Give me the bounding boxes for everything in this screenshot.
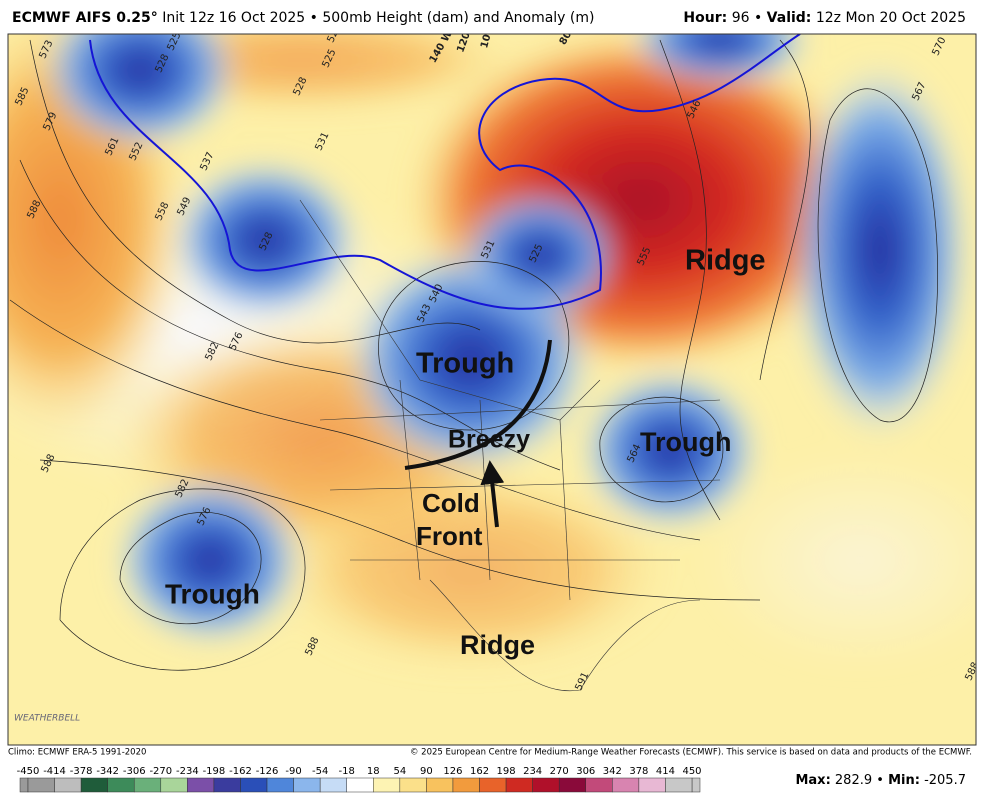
max: 282.9	[835, 773, 872, 788]
colorbar-tick-label: -378	[70, 766, 93, 777]
colorbar-tick-label: 378	[629, 766, 648, 777]
colorbar-box	[532, 777, 560, 793]
colorbar-tick-label: 270	[550, 766, 569, 777]
colorbar-box	[346, 777, 374, 793]
annotation: Ridge	[460, 630, 535, 660]
blue-contour	[89, 34, 801, 310]
colorbar-box	[585, 777, 613, 793]
anomaly-field	[8, 34, 976, 670]
colorbar-tick-label: -414	[43, 766, 66, 777]
climo: Climo: ECMWF ERA-5 1991-2020	[8, 748, 146, 758]
colorbar-tick-label: -450	[17, 766, 40, 777]
contours	[9, 39, 938, 671]
annotation: Cold	[422, 488, 480, 518]
colorbar-box	[319, 777, 347, 793]
annotation: Breezy	[448, 426, 530, 454]
logo: WEATHERBELL	[14, 714, 80, 724]
separator: •	[876, 773, 884, 788]
colorbar-tick-label: -342	[96, 766, 119, 777]
colorbar-tick-label: 126	[443, 766, 462, 777]
annotation: Trough	[416, 348, 514, 380]
title: Init 12z 16 Oct 2025 • 500mb Height (dam…	[162, 10, 594, 26]
colorbar-tick-label: 342	[603, 766, 622, 777]
colorbar-tick-label: 54	[393, 766, 406, 777]
colorbar-end	[19, 777, 29, 793]
max-min: Max: 282.9 • Min: -205.7	[795, 773, 966, 788]
colorbar-box	[107, 777, 135, 793]
colorbar-tick-label: 18	[367, 766, 380, 777]
colorbar-box	[213, 777, 241, 793]
colorbar-tick-label: 234	[523, 766, 542, 777]
colorbar-tick-label: 450	[682, 766, 701, 777]
colorbar-box	[266, 777, 294, 793]
annotation: Trough	[165, 578, 260, 609]
min-label: Min:	[888, 773, 920, 788]
annotation: Front	[416, 521, 483, 551]
borders	[299, 199, 721, 692]
annotation: Trough	[640, 427, 731, 457]
header-right: Hour: 96 • Valid: 12z Mon 20 Oct 2025	[683, 10, 966, 26]
colorbar-tick-label: -54	[312, 766, 328, 777]
colorbar-tick-label: 198	[497, 766, 516, 777]
colorbar-end	[691, 777, 701, 793]
map: Trough Ridge Trough Breezy Cold Front Tr…	[8, 23, 976, 745]
colorbar-box	[665, 777, 693, 793]
model: ECMWF AIFS 0.25°	[12, 10, 158, 26]
valid: 12z Mon 20 Oct 2025	[816, 10, 966, 26]
colorbar-box	[505, 777, 533, 793]
valid-label: Valid:	[767, 10, 812, 26]
colorbar-tick-label: 162	[470, 766, 489, 777]
colorbar-tick-label: 414	[656, 766, 675, 777]
colorbar-tick-label: -198	[203, 766, 226, 777]
map-frame	[7, 33, 977, 746]
annotation: Ridge	[685, 245, 766, 277]
copyright: © 2025 European Centre for Medium-Range …	[410, 748, 972, 758]
colorbar-tick-label: -18	[339, 766, 355, 777]
colorbar-box	[240, 777, 268, 793]
colorbar-box	[373, 777, 401, 793]
colorbar-box	[558, 777, 587, 793]
colorbar-box	[80, 777, 108, 793]
min: -205.7	[924, 773, 966, 788]
colorbar-tick-label: -306	[123, 766, 146, 777]
colorbar-box	[27, 777, 55, 793]
colorbar-box	[187, 777, 215, 793]
colorbar-box	[638, 777, 666, 793]
cold-front	[404, 339, 552, 470]
colorbar: -450 -414 -378 -342 -306 -270 -234 -198 -162 -126…	[17, 766, 702, 793]
colorbar-tick-label: -270	[149, 766, 172, 777]
colorbar-box	[399, 777, 427, 793]
colorbar-tick-label: -234	[176, 766, 199, 777]
colorbar-tick-label: 90	[420, 766, 433, 777]
hour: 96 •	[732, 10, 763, 26]
arrow	[480, 460, 505, 528]
contour-label: 522	[325, 23, 343, 45]
colorbar-box	[452, 777, 480, 793]
colorbar-box	[160, 777, 188, 793]
colorbar-box	[426, 777, 454, 793]
colorbar-tick-label: -162	[229, 766, 252, 777]
hour-label: Hour:	[683, 10, 727, 26]
colorbar-box	[479, 777, 507, 793]
colorbar-box	[133, 777, 162, 793]
colorbar-box	[54, 777, 82, 793]
max-label: Max:	[795, 773, 830, 788]
colorbar-tick-label: -126	[256, 766, 279, 777]
colorbar-box	[293, 777, 321, 793]
colorbar-tick-label: 306	[576, 766, 595, 777]
header-left: ECMWF AIFS 0.25° Init 12z 16 Oct 2025 • …	[12, 10, 594, 26]
colorbar-tick-label: -90	[285, 766, 301, 777]
colorbar-box	[612, 777, 640, 793]
